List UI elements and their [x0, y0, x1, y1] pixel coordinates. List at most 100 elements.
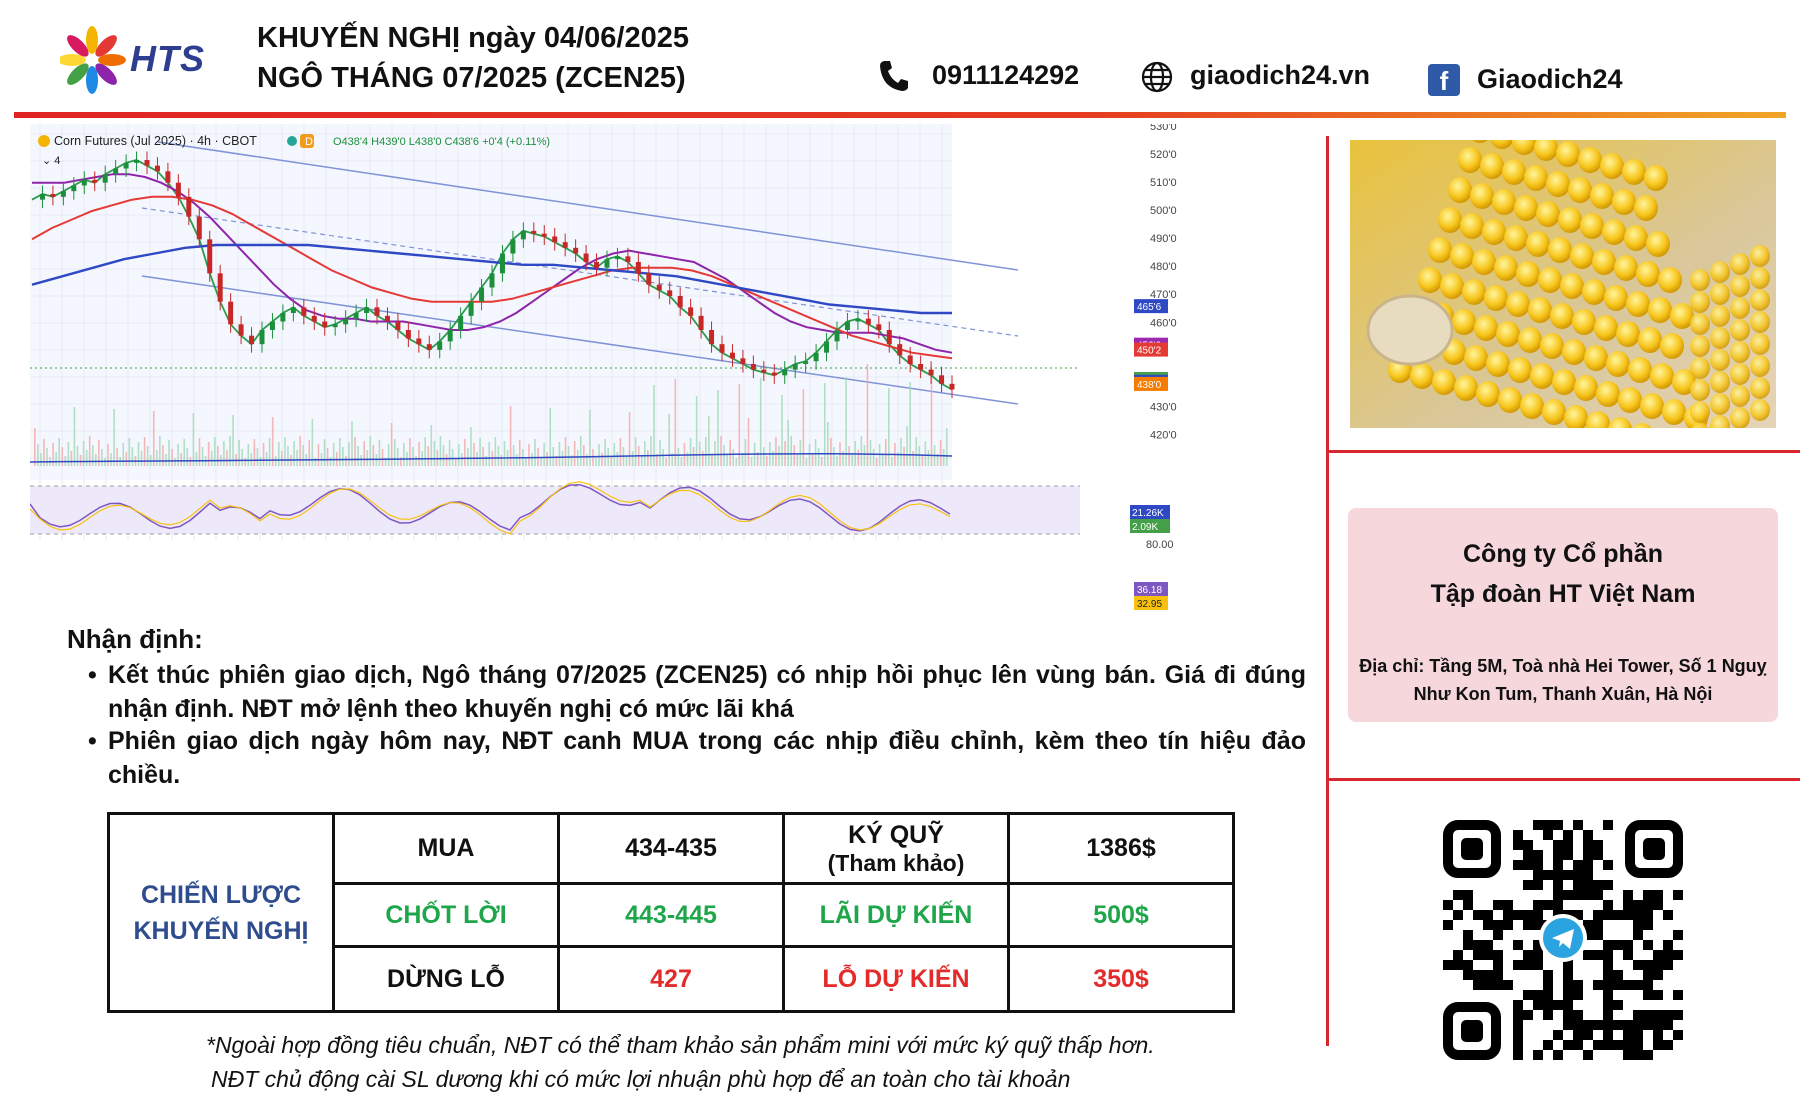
corn-kernel [1524, 165, 1548, 191]
volume-bar [88, 436, 91, 466]
volume-bar [756, 452, 759, 466]
facebook-link[interactable]: Giaodich24 [1477, 64, 1623, 94]
volume-bar [186, 448, 189, 466]
volume-tag [1130, 519, 1170, 533]
candle-body [719, 344, 725, 353]
buy-value: 434-435 [557, 812, 785, 885]
expected-loss-label: LỖ DỰ KIẾN [782, 945, 1010, 1013]
volume-bar [644, 441, 646, 466]
candle-body [499, 253, 505, 274]
volume-bar [485, 456, 487, 466]
volume-bar [61, 447, 64, 466]
qr-module [1533, 920, 1543, 930]
volume-bar [287, 446, 289, 466]
volume-bar [921, 455, 924, 466]
qr-module [1633, 1030, 1643, 1040]
candle-body [803, 361, 809, 364]
candle-body [280, 313, 286, 322]
qr-module [1573, 990, 1583, 1000]
volume-bar [677, 448, 680, 466]
qr-module [1643, 970, 1653, 980]
candle-body [688, 307, 694, 316]
volume-bar [674, 379, 677, 466]
volume-bar [912, 451, 914, 466]
corn-kernel [1590, 183, 1614, 209]
price-tick-label: 420'0 [1150, 429, 1177, 441]
volume-bar [73, 407, 76, 466]
volume-bar [363, 441, 365, 466]
volume-bar [180, 453, 182, 466]
volume-bar [717, 390, 719, 466]
volume-bar [55, 452, 57, 466]
volume-bar [314, 458, 317, 466]
corn-kernel [1528, 297, 1552, 323]
candle-body [144, 160, 150, 166]
qr-module [1593, 920, 1603, 930]
candle-body [824, 341, 830, 353]
volume-bar [659, 440, 661, 466]
volume-bar [891, 457, 893, 466]
qr-module [1543, 830, 1553, 840]
volume-bar [720, 436, 722, 466]
corn-kernel [1512, 140, 1536, 155]
qr-module [1653, 1010, 1663, 1020]
volume-bar [454, 458, 457, 466]
volume-bar [244, 458, 247, 466]
qr-module [1463, 960, 1473, 970]
volume-bar [128, 438, 131, 466]
volume-bar [595, 458, 597, 466]
corn-kernel [1572, 309, 1596, 335]
volume-bar [70, 451, 73, 466]
qr-module [1563, 850, 1573, 860]
candle-body [165, 171, 171, 183]
qr-code[interactable] [1443, 820, 1683, 1060]
corn-kernel [1514, 195, 1538, 221]
qr-module [1563, 830, 1573, 840]
indicator-count: ⌄ 4 [42, 155, 60, 167]
candle-body [113, 168, 119, 175]
qr-module [1593, 890, 1603, 900]
volume-bar [43, 439, 45, 466]
candle-body [196, 216, 202, 240]
corn-kernel [1730, 319, 1750, 341]
qr-module [1653, 900, 1663, 910]
volume-bar [302, 445, 304, 466]
price-tick-label: 470'0 [1150, 289, 1177, 301]
margin-label-line1: KÝ QUỸ [848, 820, 944, 849]
volume-bar [384, 458, 387, 466]
qr-module [1663, 1010, 1673, 1020]
qr-module [1673, 990, 1683, 1000]
volume-bar [842, 451, 844, 466]
volume-bar [741, 453, 744, 466]
candle-body [437, 341, 443, 350]
volume-bar [162, 445, 164, 466]
qr-module [1583, 1030, 1593, 1040]
volume-bar [714, 441, 716, 466]
price-tick-label: 430'0 [1150, 401, 1177, 413]
corn-kernel [1476, 381, 1500, 407]
website-link[interactable]: giaodich24.vn [1190, 60, 1371, 90]
hts-logo [60, 26, 126, 94]
qr-module [1603, 860, 1613, 870]
candle-body [249, 335, 255, 345]
candle-body [102, 174, 108, 183]
analysis-bullet-text: Phiên giao dịch ngày hôm nay, NĐT canh M… [108, 727, 1306, 789]
volume-bar [256, 448, 259, 466]
corn-kernel [1618, 387, 1642, 413]
corn-kernel [1624, 225, 1648, 251]
qr-module [1533, 950, 1543, 960]
qr-module [1593, 930, 1603, 940]
expected-profit-label: LÃI DỰ KIẾN [782, 882, 1010, 948]
volume-bar [140, 451, 143, 466]
volume-bar [772, 451, 774, 466]
volume-bar [250, 453, 253, 466]
phone-number[interactable]: 0911124292 [932, 60, 1080, 90]
qr-module [1633, 1020, 1643, 1030]
volume-bar [723, 445, 725, 466]
corn-kernel [1592, 249, 1616, 275]
corn-kernel [1730, 341, 1750, 363]
volume-bar [515, 454, 518, 466]
volume-bar [650, 436, 652, 466]
volume-bar [814, 439, 817, 466]
qr-module [1573, 890, 1583, 900]
